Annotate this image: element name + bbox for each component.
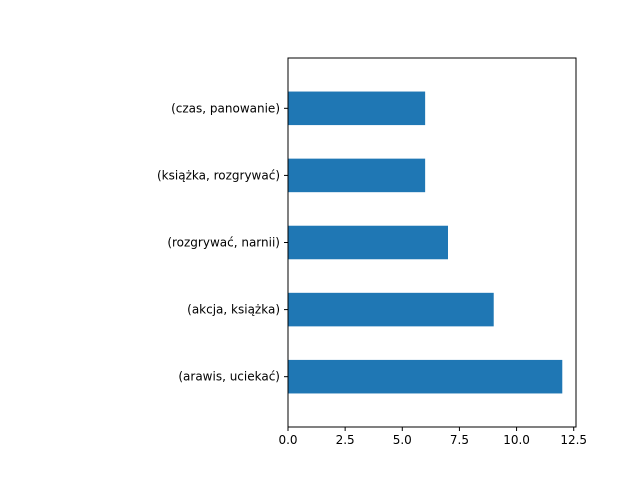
bar-3: [288, 158, 426, 193]
x-tick-label-0: 0.0: [278, 433, 297, 447]
y-tick-label-3: (książka, rozgrywać): [157, 168, 280, 182]
bar-0: [288, 359, 563, 394]
y-tick-label-0: (arawis, uciekać): [178, 370, 280, 384]
x-tick-label-3: 7.5: [450, 433, 469, 447]
x-axis: 0.0 2.5 5.0 7.5 10.0 12.5: [278, 427, 587, 447]
bar-4: [288, 91, 426, 126]
bars-layer: [288, 91, 563, 394]
x-tick-label-1: 2.5: [336, 433, 355, 447]
bar-1: [288, 292, 494, 327]
x-tick-label-4: 10.0: [503, 433, 530, 447]
x-tick-label-5: 12.5: [560, 433, 587, 447]
y-tick-label-1: (akcja, książka): [187, 303, 280, 317]
y-axis: (arawis, uciekać) (akcja, książka) (rozgry…: [157, 101, 288, 384]
bar-2: [288, 225, 448, 260]
y-tick-label-4: (czas, panowanie): [171, 101, 280, 115]
x-tick-label-2: 5.0: [393, 433, 412, 447]
y-tick-label-2: (rozgrywać, narnii): [167, 236, 280, 250]
